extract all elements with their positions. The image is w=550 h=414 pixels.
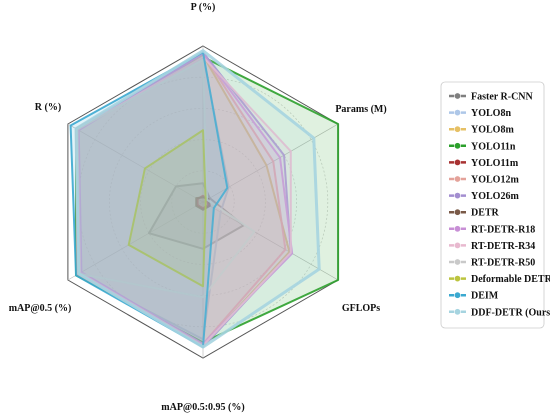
legend-marker-8 (453, 208, 461, 216)
legend-marker-2 (453, 109, 461, 117)
series-polygon-12 (127, 129, 207, 288)
legend-label-13: DEIM (471, 291, 499, 302)
legend-label-2: YOLO8n (471, 108, 511, 119)
legend-label-4: YOLO11n (471, 141, 516, 152)
legend-label-8: DETR (471, 208, 500, 219)
legend-label-5: YOLO11m (471, 158, 519, 169)
legend-marker-6 (453, 175, 461, 183)
legend-frame (440, 81, 545, 329)
legend-label-11: RT-DETR-R50 (471, 258, 535, 269)
legend-label-9: RT-DETR-R18 (471, 224, 535, 235)
legend-marker-11 (453, 258, 461, 266)
legend-label-6: YOLO12m (471, 175, 519, 186)
legend-marker-3 (453, 125, 461, 133)
axis-label-4: mAP@0.5:0.95 (%) (161, 402, 244, 413)
legend-label-1: Faster R-CNN (471, 92, 534, 103)
legend-marker-9 (453, 225, 461, 233)
legend-marker-1 (453, 92, 461, 100)
axis-labels: P (%) Params (M) GFLOPs mAP@0.5:0.95 (%) mAP… (9, 2, 387, 413)
axis-label-5: mAP@0.5 (%) (9, 303, 72, 314)
grid-spoke-6 (67, 123, 204, 203)
legend-marker-12 (453, 275, 461, 283)
legend-label-3: YOLO8m (471, 125, 514, 136)
legend-marker-13 (453, 291, 461, 299)
grid-ring-4 (77, 76, 329, 328)
series-polygon-14 (74, 49, 321, 349)
legend: Faster R-CNN YOLO8n YOLO8m YOLO11n YOLO11m YO… (440, 81, 550, 329)
legend-marker-10 (453, 241, 461, 249)
axis-label-6: R (%) (35, 102, 61, 113)
axis-label-2: Params (M) (335, 104, 386, 115)
series-polygon-1 (147, 182, 245, 250)
legend-label-12: Deformable DETR (471, 274, 550, 285)
radar-series (69, 49, 340, 349)
axis-label-3: GFLOPs (342, 303, 380, 314)
legend-label-7: YOLO26m (471, 191, 519, 202)
legend-marker-14 (453, 308, 461, 316)
legend-label-10: RT-DETR-R34 (471, 241, 535, 252)
legend-marker-4 (453, 142, 461, 150)
legend-label-14: DDF-DETR (Ours) (471, 307, 550, 318)
legend-marker-5 (453, 158, 461, 166)
grid-spoke-5 (67, 201, 204, 281)
grid-spoke-3 (202, 201, 339, 281)
legend-marker-7 (453, 192, 461, 200)
axis-label-1: P (%) (191, 2, 216, 13)
